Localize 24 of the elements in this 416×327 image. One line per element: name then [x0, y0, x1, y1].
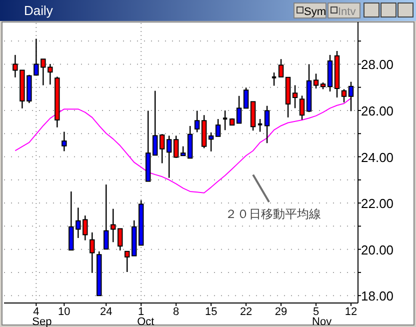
- x-tick-label: 24: [100, 306, 112, 318]
- y-tick-label: 28.00: [361, 57, 394, 72]
- y-tick-label: 18.00: [361, 288, 394, 304]
- text: Nov: [312, 316, 332, 327]
- x-tick-label: 8: [173, 306, 180, 318]
- x-tick-label: 4: [33, 306, 40, 318]
- button: Sym: [294, 2, 326, 18]
- x-tick-label: 12: [344, 306, 358, 318]
- x-tick-label: 5: [312, 306, 320, 318]
- button: Intv: [328, 2, 360, 18]
- annotation: ２０日移動平均線: [225, 207, 321, 221]
- y-tick-label: 20.00: [361, 242, 394, 258]
- x-tick-label: 29: [274, 306, 288, 318]
- title: Daily: [24, 3, 53, 18]
- y-tick-label: 24.00: [361, 150, 394, 165]
- y-tick-label: 22.00: [361, 196, 394, 212]
- line-series: [14, 98, 352, 194]
- x-tick-label: 22: [240, 306, 252, 318]
- x-tick-label: 1: [138, 306, 144, 318]
- y-tick-label: 26.00: [361, 103, 394, 118]
- text: Oct: [137, 316, 154, 327]
- x-tick-label: 15: [204, 306, 218, 318]
- x-tick-label: 10: [58, 306, 70, 318]
- text: Sep: [32, 316, 52, 327]
